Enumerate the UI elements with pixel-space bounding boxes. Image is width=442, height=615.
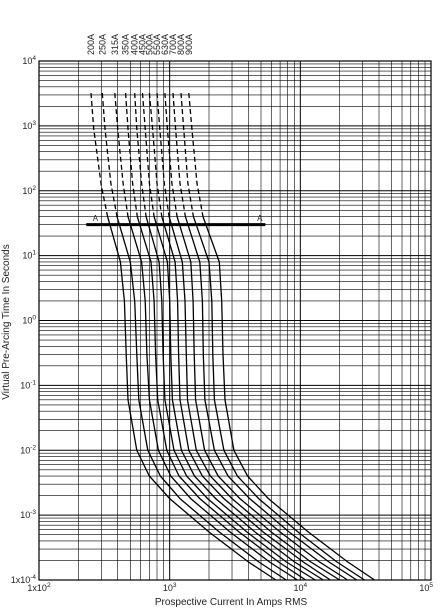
- series-curve-dashed: [180, 93, 195, 217]
- plot-frame: [38, 60, 432, 581]
- series-curve: [184, 216, 358, 581]
- y-tick-label: 102: [22, 185, 36, 196]
- series-curve-dashed: [90, 93, 109, 217]
- x-tick-label: 105: [419, 582, 433, 593]
- y-tick-label: 10-3: [20, 509, 36, 520]
- series-curve-dashed: [124, 93, 138, 217]
- series-curve-dashed: [188, 93, 204, 217]
- y-tick-label: 103: [22, 120, 36, 131]
- y-tick-label: 10-1: [20, 379, 36, 390]
- series-curve-dashed: [101, 93, 118, 217]
- series-curve: [176, 216, 348, 581]
- series-label: 315A: [110, 34, 120, 55]
- series-label: 900A: [184, 34, 194, 55]
- series-curve-dashed: [114, 93, 129, 217]
- series-label: 250A: [97, 34, 107, 55]
- x-axis-label: Prospective Current In Amps RMS: [155, 597, 308, 608]
- series-label: 800A: [176, 34, 186, 55]
- series-curve-dashed: [134, 93, 147, 217]
- series-curve: [116, 216, 287, 581]
- y-tick-label: 100: [22, 315, 36, 326]
- series-label: 550A: [152, 34, 162, 55]
- series-label: 450A: [138, 34, 148, 55]
- series-curves: [90, 93, 375, 581]
- tick-labels: 1x102 103 104 105 104 103 102 101 100 10-1 10-2 10-…: [11, 55, 434, 593]
- series-curve: [161, 216, 331, 581]
- y-tick-label: 101: [22, 250, 36, 261]
- y-tick-label: 1x10-4: [11, 574, 37, 585]
- series-curve: [136, 216, 307, 581]
- annotation-label: A: [257, 214, 263, 223]
- series-curve-dashed: [141, 93, 155, 217]
- series-labels: 200A 250A 315A 350A 400A450A500A550A630A700A…: [86, 34, 194, 55]
- series-curve: [192, 216, 365, 581]
- series-curve: [127, 216, 298, 581]
- x-tick-label: 104: [294, 582, 308, 593]
- series-curve-dashed: [172, 93, 187, 217]
- series-curve-dashed: [156, 93, 170, 217]
- y-tick-label: 104: [22, 55, 36, 66]
- series-label: 630A: [160, 34, 170, 55]
- series-curve: [202, 216, 375, 581]
- series-label: 400A: [130, 34, 140, 55]
- y-axis-label: Virtual Pre-Arcing Time In Seconds: [1, 244, 12, 399]
- annotation-label: A: [93, 214, 99, 223]
- series-label: 200A: [86, 34, 96, 55]
- series-curve: [106, 216, 277, 581]
- series-curve: [168, 216, 341, 581]
- series-curve: [153, 216, 324, 581]
- x-tick-label: 103: [163, 582, 177, 593]
- series-curve: [145, 216, 316, 581]
- series-label: 350A: [121, 34, 131, 55]
- series-curve-dashed: [148, 93, 163, 217]
- series-curve-dashed: [164, 93, 178, 217]
- series-label: 500A: [144, 34, 154, 55]
- x-tick-label: 1x102: [27, 582, 51, 593]
- y-tick-label: 10-2: [20, 444, 36, 455]
- series-label: 700A: [168, 34, 178, 55]
